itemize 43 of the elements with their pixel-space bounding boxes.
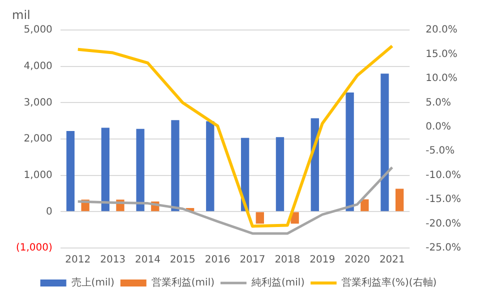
y-tick-label: 5,000 [24,24,52,36]
legend-label: 売上(mil) [71,276,114,289]
y-tick-label: 0 [46,206,52,218]
bar [101,128,110,212]
x-tick-label: 2020 [344,254,370,266]
x-tick-label: 2016 [204,254,230,266]
y2-tick-label: 5.0% [426,97,452,108]
y-tick-label: (1,000) [16,242,53,254]
y-tick-label: 2,000 [24,134,52,145]
x-tick-label: 2018 [274,254,300,266]
y2-tick-label: -10.0% [426,170,462,181]
x-tick-label: 2021 [379,254,405,266]
bar [396,188,404,212]
x-tick-label: 2013 [100,254,126,266]
bar [276,137,284,212]
bar [136,128,144,212]
legend-label: 営業利益率(%)(右軸) [342,276,437,289]
y-tick-label: 1,000 [24,170,52,181]
bar [346,92,354,212]
y2-tick-label: 10.0% [426,73,458,84]
bar [380,74,389,212]
legend-label: 純利益(mil) [251,276,305,289]
y2-tick-label: 20.0% [426,24,458,36]
bar [206,121,214,212]
y2-tick-label: 0.0% [426,121,452,132]
y2-tick-label: -20.0% [426,218,462,230]
y-tick-label: 3,000 [24,97,52,108]
y-tick-label: 4,000 [24,60,52,72]
x-tick-label: 2014 [135,254,160,266]
y2-tick-label: -15.0% [426,194,462,206]
y-axis-title: mil [12,8,30,22]
y2-tick-label: -5.0% [426,146,455,157]
x-tick-label: 2019 [310,254,336,266]
bar [171,120,180,212]
legend-label: 営業利益(mil) [151,276,215,289]
bar [66,131,75,212]
x-tick-label: 2015 [170,254,196,266]
x-tick-label: 2017 [240,254,266,266]
x-tick-label: 2012 [65,254,91,266]
y2-tick-label: 15.0% [426,48,458,60]
bar [360,199,369,212]
y2-tick-label: -25.0% [426,242,462,254]
bar [256,212,264,224]
